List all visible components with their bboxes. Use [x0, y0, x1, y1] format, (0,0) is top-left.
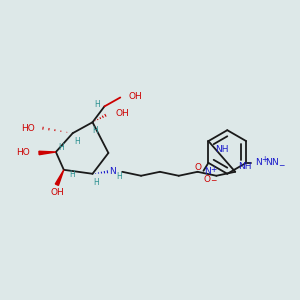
Text: N: N	[109, 167, 116, 176]
Polygon shape	[55, 170, 64, 185]
Text: H: H	[93, 126, 98, 135]
Text: NH: NH	[238, 162, 252, 171]
Text: H: H	[58, 142, 64, 152]
Text: H: H	[94, 100, 100, 109]
Text: H: H	[116, 172, 122, 181]
Polygon shape	[39, 151, 56, 155]
Text: HO: HO	[21, 124, 35, 133]
Text: O: O	[195, 163, 202, 172]
Text: −: −	[210, 176, 217, 185]
Text: H: H	[74, 136, 80, 146]
Text: NH: NH	[215, 145, 229, 154]
Text: OH: OH	[115, 109, 129, 118]
Text: O: O	[204, 175, 211, 184]
Text: HO: HO	[16, 148, 30, 158]
Text: N: N	[204, 167, 211, 176]
Text: N: N	[255, 158, 262, 167]
Text: OH: OH	[51, 188, 65, 197]
Text: −: −	[278, 161, 284, 170]
Text: H: H	[94, 178, 99, 187]
Text: N: N	[265, 158, 272, 167]
Text: OH: OH	[128, 92, 142, 101]
Text: H: H	[69, 170, 75, 179]
Text: +: +	[261, 155, 267, 164]
Text: N: N	[271, 158, 278, 167]
Text: +: +	[210, 165, 217, 174]
